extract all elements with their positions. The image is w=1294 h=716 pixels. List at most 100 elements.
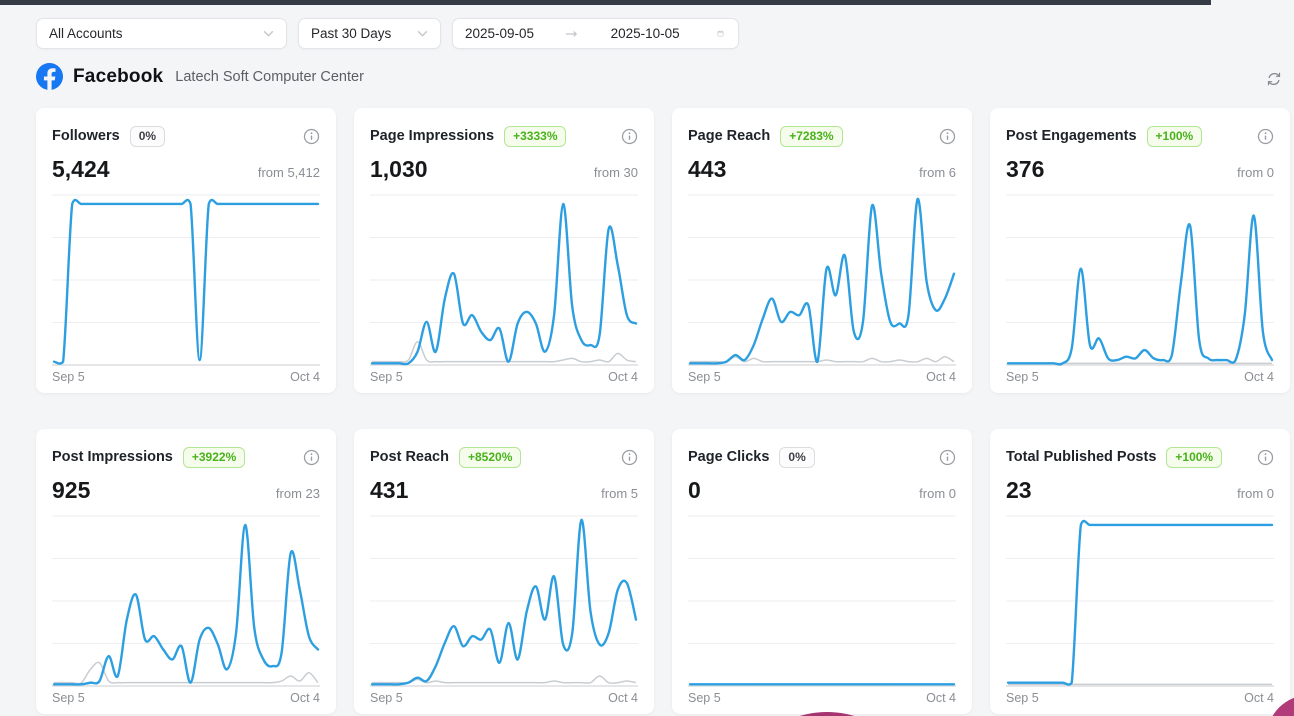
x-axis-end-label: Oct 4 [926, 691, 956, 705]
x-axis-start-label: Sep 5 [370, 370, 403, 384]
metric-value-row: 925 from 23 [52, 477, 320, 504]
metric-value: 23 [1006, 477, 1032, 503]
metric-title: Total Published Posts [1006, 449, 1157, 465]
metric-change-badge: +100% [1146, 125, 1203, 147]
facebook-logo-icon [36, 63, 63, 90]
metric-value-row: 1,030 from 30 [370, 156, 638, 183]
metric-change-badge: +8520% [458, 446, 522, 468]
info-icon[interactable] [303, 128, 320, 145]
metric-card-header: Post Reach +8520% [370, 445, 638, 469]
x-axis-end-label: Oct 4 [926, 370, 956, 384]
x-axis-labels: Sep 5 Oct 4 [1006, 370, 1274, 384]
platform-header: Facebook Latech Soft Computer Center [36, 63, 364, 90]
metric-value: 1,030 [370, 156, 428, 182]
info-icon[interactable] [303, 449, 320, 466]
metric-change-badge: 0% [779, 446, 815, 468]
metric-change-badge: 0% [129, 125, 166, 147]
x-axis-end-label: Oct 4 [290, 691, 320, 705]
x-axis-end-label: Oct 4 [608, 691, 638, 705]
metric-card: Post Engagements +100% 376 from 0 Sep 5 … [990, 108, 1290, 393]
metric-value-row: 5,424 from 5,412 [52, 156, 320, 183]
metric-value-row: 376 from 0 [1006, 156, 1274, 183]
metric-previous-value: from 6 [919, 165, 956, 180]
date-range-start[interactable]: 2025-09-05 [465, 26, 535, 41]
metric-value: 925 [52, 477, 91, 503]
chevron-down-icon [417, 30, 428, 37]
metric-value: 5,424 [52, 156, 110, 182]
x-axis-labels: Sep 5 Oct 4 [52, 370, 320, 384]
metric-card: Followers 0% 5,424 from 5,412 Sep 5 Oct … [36, 108, 336, 393]
metric-value: 0 [688, 477, 701, 503]
period-selector-value: Past 30 Days [311, 26, 392, 41]
date-range-end[interactable]: 2025-10-05 [610, 26, 680, 41]
x-axis-end-label: Oct 4 [1244, 370, 1274, 384]
sparkline-chart [688, 515, 956, 687]
x-axis-labels: Sep 5 Oct 4 [688, 370, 956, 384]
info-icon[interactable] [939, 128, 956, 145]
x-axis-start-label: Sep 5 [688, 370, 721, 384]
metric-card: Post Reach +8520% 431 from 5 Sep 5 Oct 4 [354, 429, 654, 714]
x-axis-labels: Sep 5 Oct 4 [52, 691, 320, 705]
metric-value: 431 [370, 477, 409, 503]
metric-card: Page Reach +7283% 443 from 6 Sep 5 Oct 4 [672, 108, 972, 393]
refresh-icon[interactable] [1266, 71, 1282, 87]
metric-card-header: Total Published Posts +100% [1006, 445, 1274, 469]
x-axis-labels: Sep 5 Oct 4 [370, 370, 638, 384]
calendar-icon[interactable] [715, 30, 726, 37]
metric-card: Page Clicks 0% 0 from 0 Sep 5 Oct 4 [672, 429, 972, 714]
metric-value: 376 [1006, 156, 1045, 182]
x-axis-labels: Sep 5 Oct 4 [688, 691, 956, 705]
metric-card-header: Page Reach +7283% [688, 124, 956, 148]
info-icon[interactable] [621, 449, 638, 466]
metric-value-row: 23 from 0 [1006, 477, 1274, 504]
metric-previous-value: from 5 [601, 486, 638, 501]
sparkline-chart [688, 194, 956, 366]
date-range-picker[interactable]: 2025-09-05 2025-10-05 [452, 18, 739, 49]
account-selector[interactable]: All Accounts [36, 18, 287, 49]
metric-previous-value: from 23 [275, 486, 320, 501]
x-axis-labels: Sep 5 Oct 4 [370, 691, 638, 705]
period-selector[interactable]: Past 30 Days [298, 18, 441, 49]
metric-title: Page Reach [688, 128, 771, 144]
metric-value-row: 431 from 5 [370, 477, 638, 504]
metric-title: Page Impressions [370, 128, 495, 144]
metric-card: Page Impressions +3333% 1,030 from 30 Se… [354, 108, 654, 393]
date-range-arrow-icon [565, 30, 579, 38]
connected-account-name: Latech Soft Computer Center [175, 68, 364, 85]
sparkline-chart [370, 194, 638, 366]
sparkline-chart [52, 515, 320, 687]
filter-bar: All Accounts Past 30 Days 2025-09-05 202… [36, 18, 739, 49]
sparkline-chart [370, 515, 638, 687]
metric-change-badge: +3333% [504, 125, 567, 147]
metric-previous-value: from 0 [919, 486, 956, 501]
metric-previous-value: from 0 [1237, 165, 1274, 180]
metric-title: Post Reach [370, 449, 449, 465]
x-axis-start-label: Sep 5 [52, 691, 85, 705]
sparkline-chart [1006, 194, 1274, 366]
info-icon[interactable] [1257, 128, 1274, 145]
x-axis-start-label: Sep 5 [370, 691, 403, 705]
info-icon[interactable] [621, 128, 638, 145]
metric-card-header: Followers 0% [52, 124, 320, 148]
metric-change-badge: +7283% [780, 125, 843, 147]
platform-name: Facebook [73, 65, 164, 87]
metric-card-header: Post Impressions +3922% [52, 445, 320, 469]
metric-value: 443 [688, 156, 727, 182]
chevron-down-icon [263, 30, 274, 37]
metric-card: Post Impressions +3922% 925 from 23 Sep … [36, 429, 336, 714]
sparkline-chart [52, 194, 320, 366]
metric-previous-value: from 30 [593, 165, 638, 180]
info-icon[interactable] [1257, 449, 1274, 466]
metric-card-header: Page Impressions +3333% [370, 124, 638, 148]
metric-title: Followers [52, 128, 120, 144]
metric-change-badge: +3922% [182, 446, 246, 468]
metric-value-row: 443 from 6 [688, 156, 956, 183]
metric-card-header: Page Clicks 0% [688, 445, 956, 469]
x-axis-start-label: Sep 5 [1006, 691, 1039, 705]
x-axis-end-label: Oct 4 [1244, 691, 1274, 705]
top-accent-strip [0, 0, 1211, 5]
metric-previous-value: from 0 [1237, 486, 1274, 501]
info-icon[interactable] [939, 449, 956, 466]
magenta-widget-partial[interactable] [731, 712, 923, 716]
